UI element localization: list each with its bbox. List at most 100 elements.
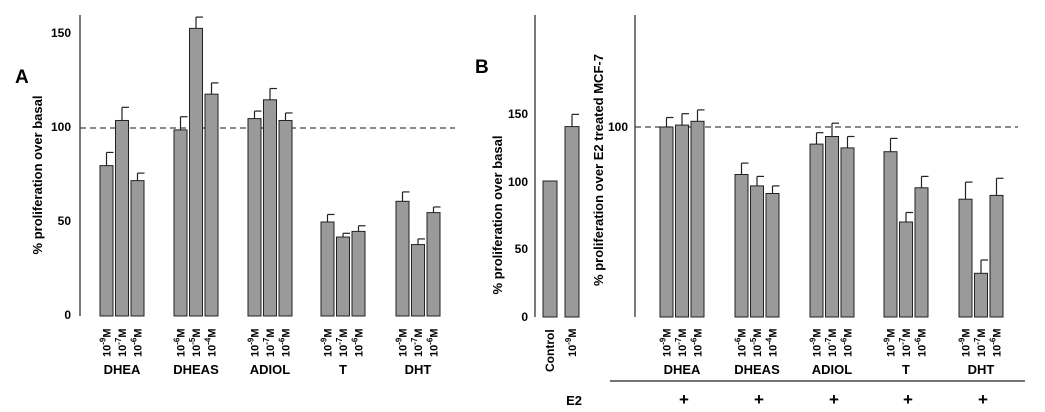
panel-b-right-ylabel: % proliferation over E2 treated MCF-7	[591, 54, 606, 286]
panel-a-ytick-50: 50	[58, 214, 72, 228]
bar-b-dhea-3	[690, 120, 705, 318]
bar-dheas-2	[189, 27, 203, 317]
group-label-b-dht: DHT	[968, 362, 995, 377]
bar-adiol-3	[278, 119, 293, 317]
e2-marks: + + + + +	[679, 390, 988, 409]
bar-dheas-3	[204, 93, 219, 317]
group-label-a-dht: DHT	[405, 362, 432, 377]
bar-b-dhea-2	[675, 124, 689, 318]
bar-b-dht-3	[989, 194, 1004, 318]
bar-dhea-2	[115, 119, 129, 317]
dose-label-b-t-2: 10-7M	[898, 328, 913, 357]
panel-a-ytick-150: 150	[51, 26, 71, 40]
bar-adiol-1	[247, 118, 262, 317]
dose-label-a-t-1: 10-9M	[320, 328, 335, 357]
group-label-a-dheas: DHEAS	[173, 362, 219, 377]
bar-b-t-3	[914, 187, 929, 318]
dose-label-a-adiol-3: 10-6M	[278, 328, 293, 357]
dose-label-b-adiol-3: 10-6M	[840, 328, 855, 357]
dose-label-a-dht-3: 10-6M	[426, 328, 441, 357]
panel-a-group-labels: DHEA DHEAS ADIOL T DHT	[104, 362, 432, 377]
dose-label-a-t-2: 10-7M	[335, 328, 350, 357]
dose-label-b-dheas-2: 10-5M	[749, 328, 764, 357]
bar-b-dheas-3	[765, 193, 780, 318]
dose-label-a-dhea-3: 10-6M	[130, 328, 145, 357]
bar-b-dheas-1	[734, 174, 749, 318]
group-label-b-dhea: DHEA	[664, 362, 701, 377]
dose-label-b-t-3: 10-6M	[914, 328, 929, 357]
panel-a-ylabel: % proliferation over basal	[30, 96, 45, 255]
bar-b-adiol-1	[809, 143, 824, 318]
bar-b-dheas-2	[750, 185, 764, 318]
panel-b-ytick-100: 100	[508, 175, 528, 189]
e2-plus-mark-5: +	[978, 390, 988, 409]
dose-label-a-adiol-1: 10-9M	[247, 328, 262, 357]
panel-b-ytick-50: 50	[515, 242, 529, 256]
panel-b-left-ylabel: % proliferation over basal	[490, 136, 505, 295]
dose-label-b-dht-2: 10-7M	[973, 328, 988, 357]
dose-label-a-t-3: 10-6M	[351, 328, 366, 357]
bar-adiol-2	[263, 99, 277, 317]
panel-b: B % proliferation over basal 0 50 100 15…	[475, 15, 1025, 409]
dose-label-b-dht-3: 10-6M	[989, 328, 1004, 357]
panel-a-bars	[99, 16, 441, 317]
bar-t-3	[351, 230, 366, 317]
panel-b-label: B	[475, 57, 489, 78]
dose-label-b-t-1: 10-9M	[883, 328, 898, 357]
e2-plus-mark-1: +	[679, 390, 689, 409]
bar-b-adiol-3	[840, 147, 855, 318]
panel-b-reference-label: 100	[608, 120, 628, 134]
dose-label-b-dheas-3: 10-4M	[765, 328, 780, 357]
group-label-a-dhea: DHEA	[104, 362, 141, 377]
e2-plus-mark-2: +	[754, 390, 764, 409]
panel-a-ytick-100: 100	[51, 120, 71, 134]
bar-b-dht-1	[958, 198, 973, 318]
panel-a-ytick-0: 0	[64, 308, 71, 322]
panel-b-left-bars	[542, 113, 580, 318]
bar-dht-1	[395, 200, 410, 317]
e2-label: E2	[566, 393, 582, 408]
bar-dht-2	[411, 244, 425, 317]
bar-dheas-1	[173, 129, 188, 317]
bar-b-t-2	[899, 221, 913, 318]
dose-label-a-dhea-2: 10-7M	[114, 328, 129, 357]
bar-dhea-3	[130, 180, 145, 317]
bar-t-1	[320, 221, 335, 317]
dose-label-b-e2: 10-9M	[564, 328, 579, 357]
dose-label-b-adiol-1: 10-9M	[809, 328, 824, 357]
dose-label-a-dht-2: 10-7M	[410, 328, 425, 357]
dose-label-b-dhea-3: 10-6M	[690, 328, 705, 357]
panel-a-label: A	[15, 67, 29, 88]
dose-label-b-dheas-1: 10-6M	[734, 328, 749, 357]
bar-t-2	[336, 236, 350, 317]
panel-a-dose-labels: 10-9M10-7M10-6M10-6M10-5M10-4M10-9M10-7M…	[99, 328, 441, 357]
group-label-b-adiol: ADIOL	[812, 362, 853, 377]
e2-plus-mark-3: +	[829, 390, 839, 409]
panel-b-ytick-150: 150	[508, 107, 528, 121]
dose-label-a-adiol-2: 10-7M	[262, 328, 277, 357]
panel-b-left-labels: Control 10-9M	[543, 328, 579, 372]
bar-control	[542, 180, 558, 318]
dose-label-b-adiol-2: 10-7M	[824, 328, 839, 357]
panel-b-right-bars	[659, 109, 1004, 318]
dose-label-a-dheas-2: 10-5M	[188, 328, 203, 357]
dose-label-a-dheas-3: 10-4M	[204, 328, 219, 357]
panel-a: A % proliferation over basal 0 50 100 15…	[15, 15, 455, 377]
group-label-a-t: T	[339, 362, 347, 377]
dose-label-a-dheas-1: 10-6M	[173, 328, 188, 357]
e2-plus-mark-4: +	[903, 390, 913, 409]
group-label-b-t: T	[902, 362, 910, 377]
bar-b-t-1	[883, 151, 898, 318]
label-control: Control	[543, 329, 557, 372]
bar-dht-3	[426, 212, 441, 317]
group-label-b-dheas: DHEAS	[734, 362, 780, 377]
dose-label-a-dht-1: 10-9M	[395, 328, 410, 357]
group-label-a-adiol: ADIOL	[250, 362, 291, 377]
bar-dhea-1	[99, 165, 114, 317]
bar-b-adiol-2	[825, 136, 839, 318]
dose-label-b-dhea-1: 10-9M	[659, 328, 674, 357]
panel-b-ytick-0: 0	[521, 310, 528, 324]
dose-label-a-dhea-1: 10-9M	[99, 328, 114, 357]
panel-b-right-dose-labels: 10-9M10-7M10-6M10-6M10-5M10-4M10-9M10-7M…	[659, 328, 1004, 357]
